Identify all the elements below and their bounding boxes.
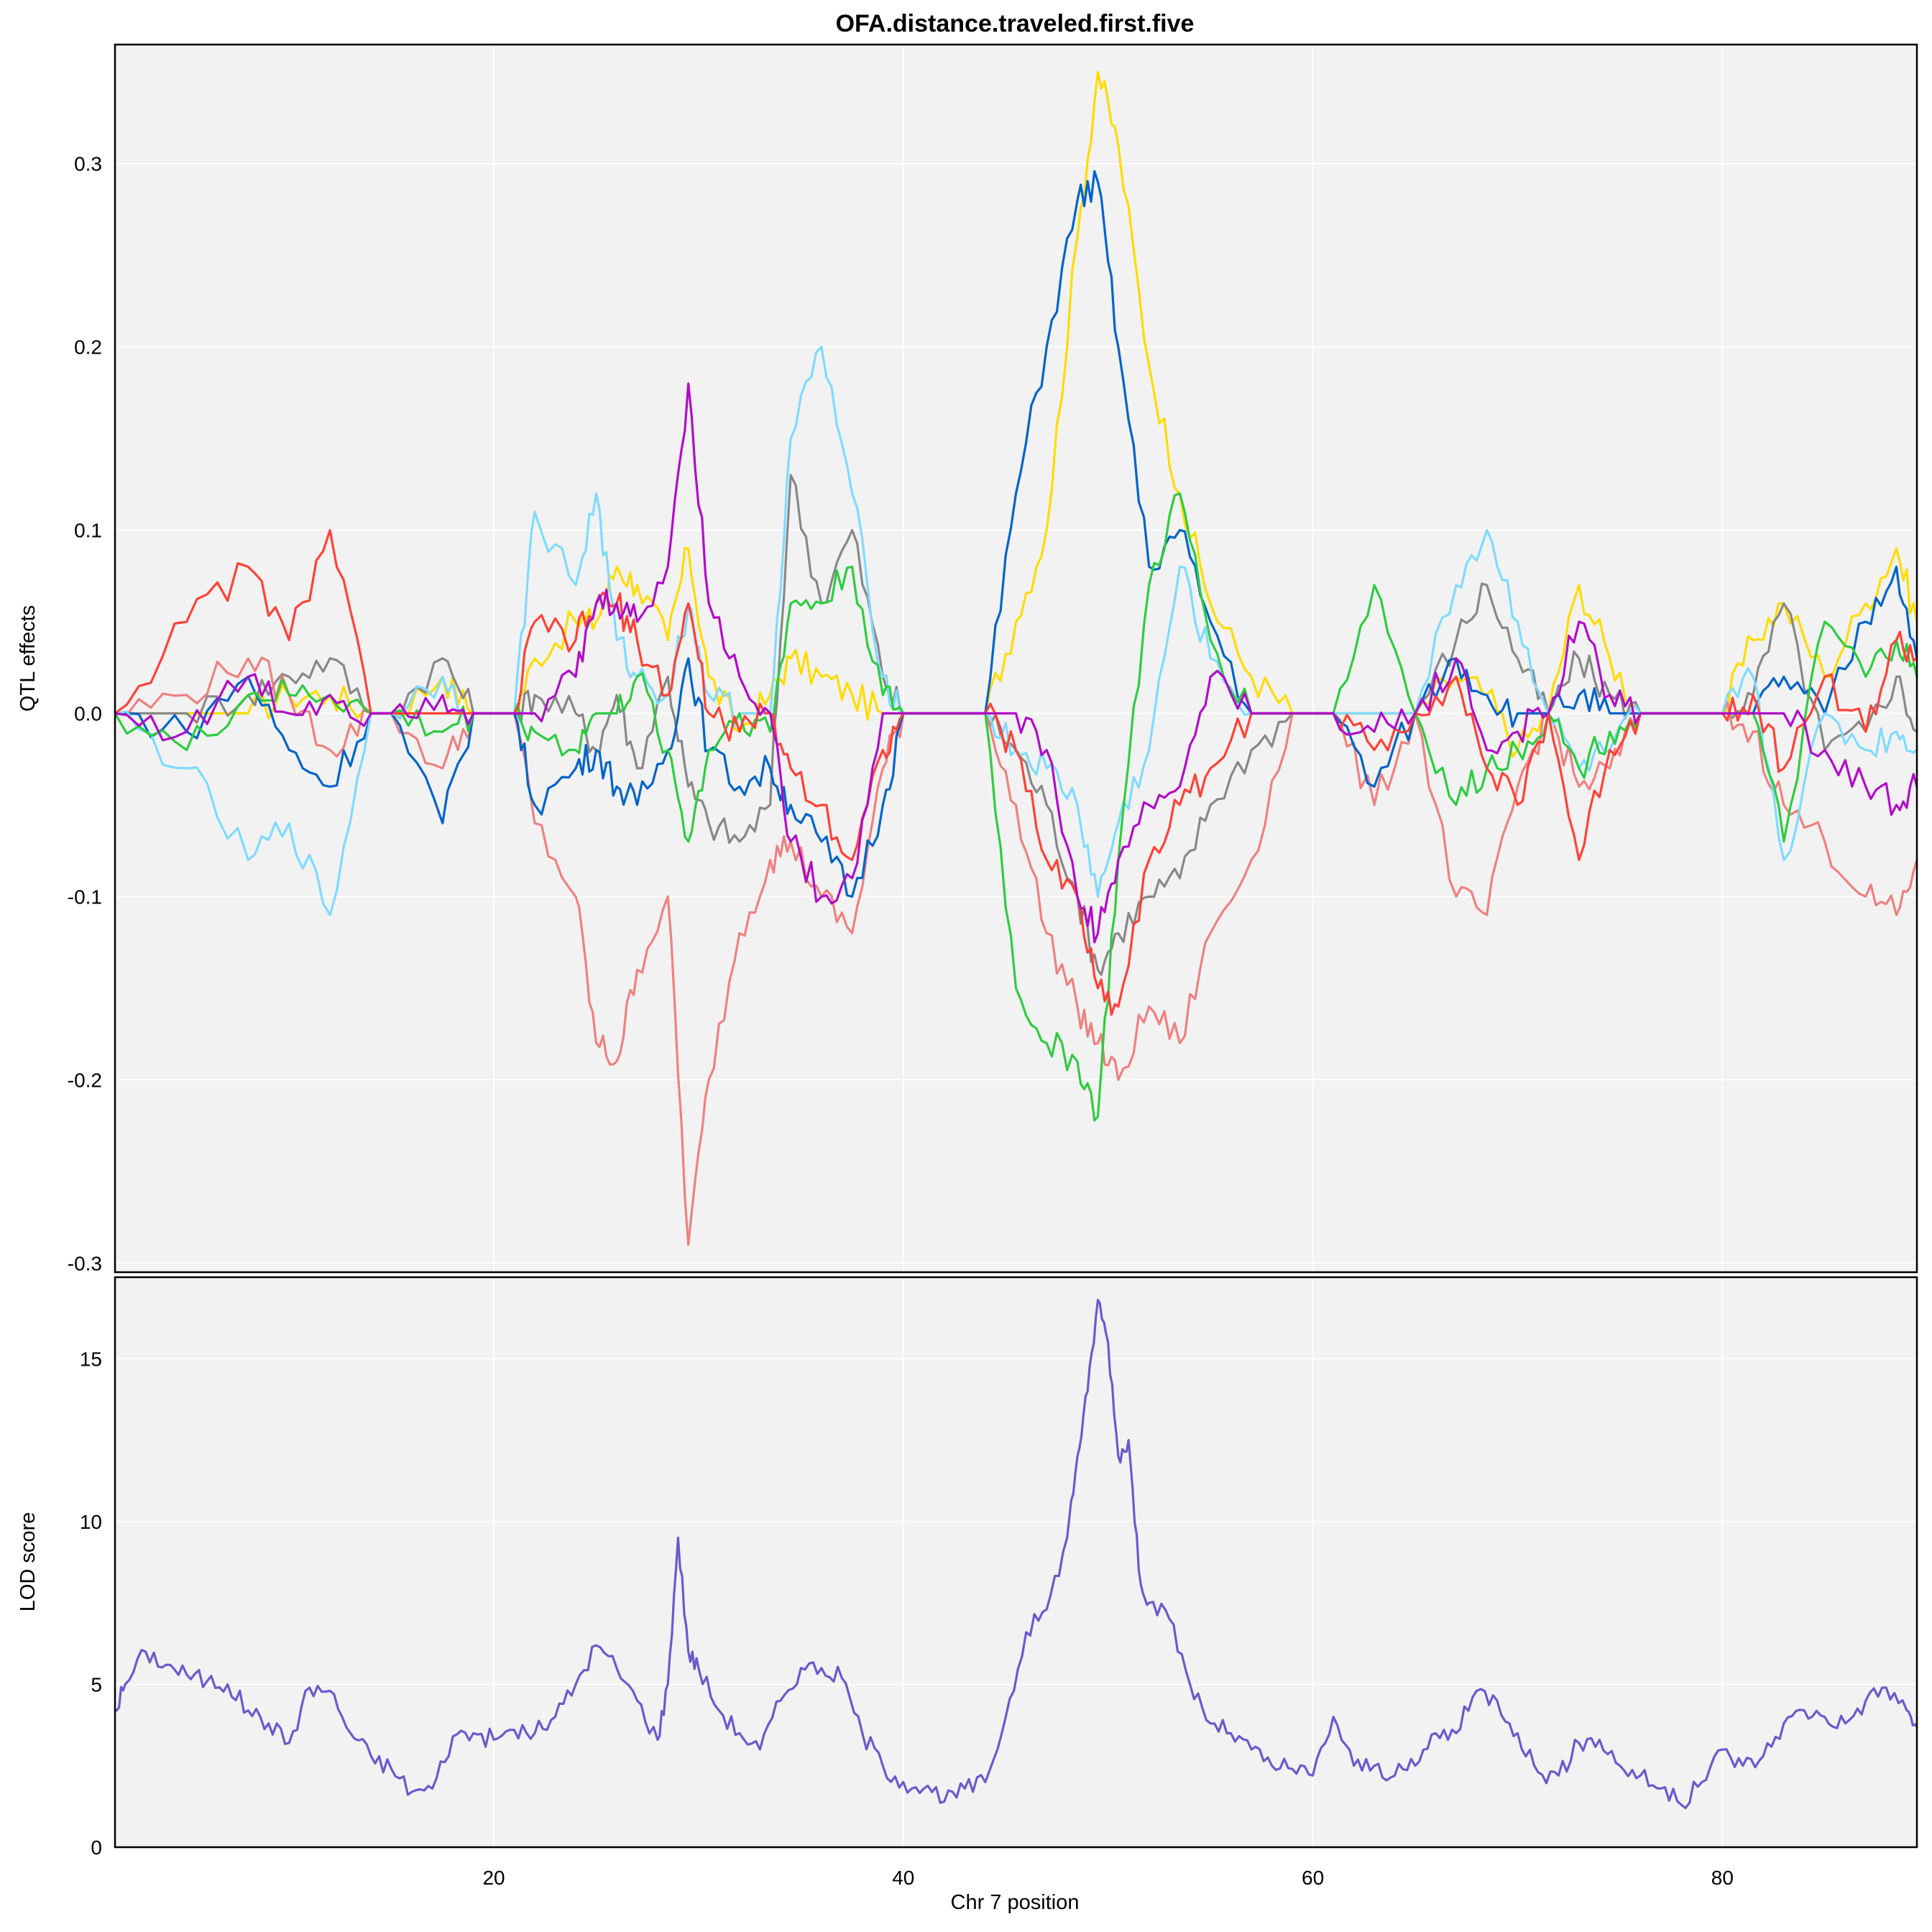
lod-panel-background: [115, 1277, 1917, 1847]
x-tick-label: 80: [1711, 1867, 1734, 1889]
effects-y-tick-label: 0.0: [74, 702, 102, 724]
x-tick-label: 40: [892, 1867, 914, 1889]
effects-panel-frame: [114, 43, 1918, 1274]
effects-panel-background: [115, 45, 1917, 1272]
lod-y-axis-label: LOD score: [17, 1512, 40, 1612]
effects-y-tick-label: 0.1: [74, 520, 102, 542]
lod-panel: 0 5 10 15 20 40 60 80 LOD score Chr 7 position: [17, 1276, 1918, 1914]
x-tick-labels: 20 40 60 80: [482, 1867, 1733, 1889]
effects-y-tick-label: 0.3: [74, 153, 102, 175]
lod-y-tick-label: 5: [91, 1673, 102, 1696]
lod-y-tick-label: 10: [80, 1511, 102, 1533]
x-tick-label: 20: [482, 1867, 505, 1889]
lod-y-tick-label: 0: [91, 1836, 102, 1859]
lod-y-tick-label: 15: [80, 1348, 102, 1370]
effects-y-tick-labels: -0.3 -0.2 -0.1 0.0 0.1 0.2 0.3: [68, 153, 102, 1275]
lod-panel-frame: [114, 1276, 1918, 1849]
effects-y-tick-label: -0.3: [68, 1252, 102, 1274]
x-tick-label: 60: [1302, 1867, 1324, 1889]
chart-title: OFA.distance.traveled.first.five: [836, 10, 1195, 37]
effects-y-axis-label: QTL effects: [17, 605, 40, 712]
effects-series-line: [114, 382, 1918, 944]
effects-panel: -0.3 -0.2 -0.1 0.0 0.1 0.2 0.3 QTL effects: [17, 43, 1918, 1275]
effects-y-tick-label: -0.1: [68, 886, 102, 908]
lod-series-group: [114, 1299, 1918, 1810]
effects-y-tick-label: -0.2: [68, 1069, 102, 1091]
effects-series-group: [114, 70, 1918, 1246]
lod-series-line: [114, 1299, 1918, 1810]
x-axis-label: Chr 7 position: [951, 1891, 1080, 1914]
effects-y-tick-label: 0.2: [74, 336, 102, 359]
effects-gridlines: [115, 45, 1917, 1272]
lod-y-tick-labels: 0 5 10 15: [80, 1348, 102, 1859]
